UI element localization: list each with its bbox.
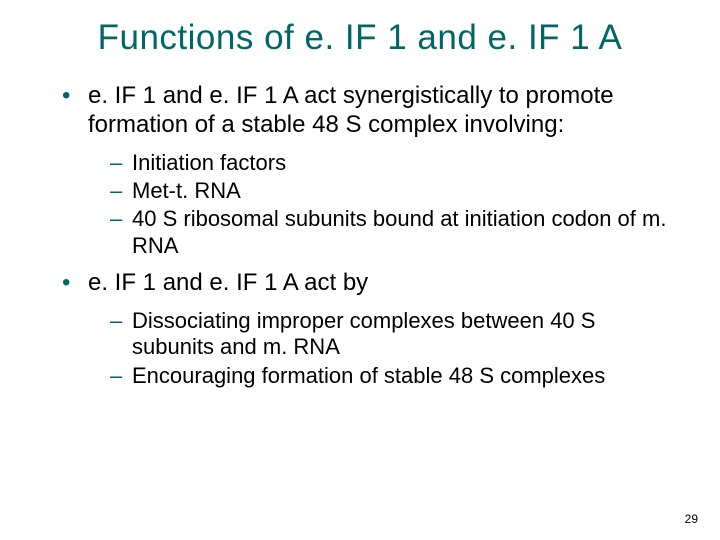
sub-bullet-list: Dissociating improper complexes between … (88, 308, 680, 389)
sub-bullet-item: 40 S ribosomal subunits bound at initiat… (110, 206, 680, 259)
bullet-item: e. IF 1 and e. IF 1 A act synergisticall… (62, 82, 680, 259)
bullet-list: e. IF 1 and e. IF 1 A act synergisticall… (40, 82, 680, 389)
slide: Functions of e. IF 1 and e. IF 1 A e. IF… (0, 0, 720, 540)
slide-title: Functions of e. IF 1 and e. IF 1 A (40, 18, 680, 58)
page-number: 29 (685, 512, 698, 526)
sub-bullet-item: Dissociating improper complexes between … (110, 308, 680, 361)
bullet-item: e. IF 1 and e. IF 1 A act by Dissociatin… (62, 269, 680, 389)
sub-bullet-item: Initiation factors (110, 150, 680, 176)
sub-bullet-item: Encouraging formation of stable 48 S com… (110, 363, 680, 389)
sub-bullet-item: Met-t. RNA (110, 178, 680, 204)
bullet-text: e. IF 1 and e. IF 1 A act synergisticall… (88, 82, 614, 138)
bullet-text: e. IF 1 and e. IF 1 A act by (88, 269, 368, 296)
sub-bullet-list: Initiation factors Met-t. RNA 40 S ribos… (88, 150, 680, 260)
